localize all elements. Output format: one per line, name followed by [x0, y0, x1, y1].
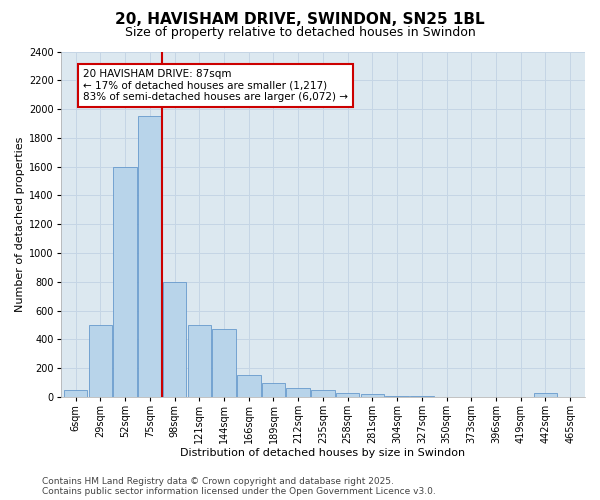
Text: Contains HM Land Registry data © Crown copyright and database right 2025.
Contai: Contains HM Land Registry data © Crown c…: [42, 476, 436, 496]
Bar: [262, 382, 285, 397]
Bar: [188, 325, 211, 397]
Bar: [361, 394, 384, 397]
Y-axis label: Number of detached properties: Number of detached properties: [15, 136, 25, 312]
Bar: [311, 390, 335, 397]
Bar: [336, 392, 359, 397]
Text: Size of property relative to detached houses in Swindon: Size of property relative to detached ho…: [125, 26, 475, 39]
Bar: [212, 330, 236, 397]
Bar: [385, 396, 409, 397]
Bar: [138, 116, 161, 397]
X-axis label: Distribution of detached houses by size in Swindon: Distribution of detached houses by size …: [181, 448, 466, 458]
Text: 20 HAVISHAM DRIVE: 87sqm
← 17% of detached houses are smaller (1,217)
83% of sem: 20 HAVISHAM DRIVE: 87sqm ← 17% of detach…: [83, 69, 348, 102]
Bar: [410, 396, 434, 397]
Bar: [286, 388, 310, 397]
Bar: [163, 282, 187, 397]
Bar: [89, 325, 112, 397]
Bar: [113, 166, 137, 397]
Bar: [64, 390, 88, 397]
Bar: [237, 376, 260, 397]
Bar: [533, 392, 557, 397]
Text: 20, HAVISHAM DRIVE, SWINDON, SN25 1BL: 20, HAVISHAM DRIVE, SWINDON, SN25 1BL: [115, 12, 485, 28]
